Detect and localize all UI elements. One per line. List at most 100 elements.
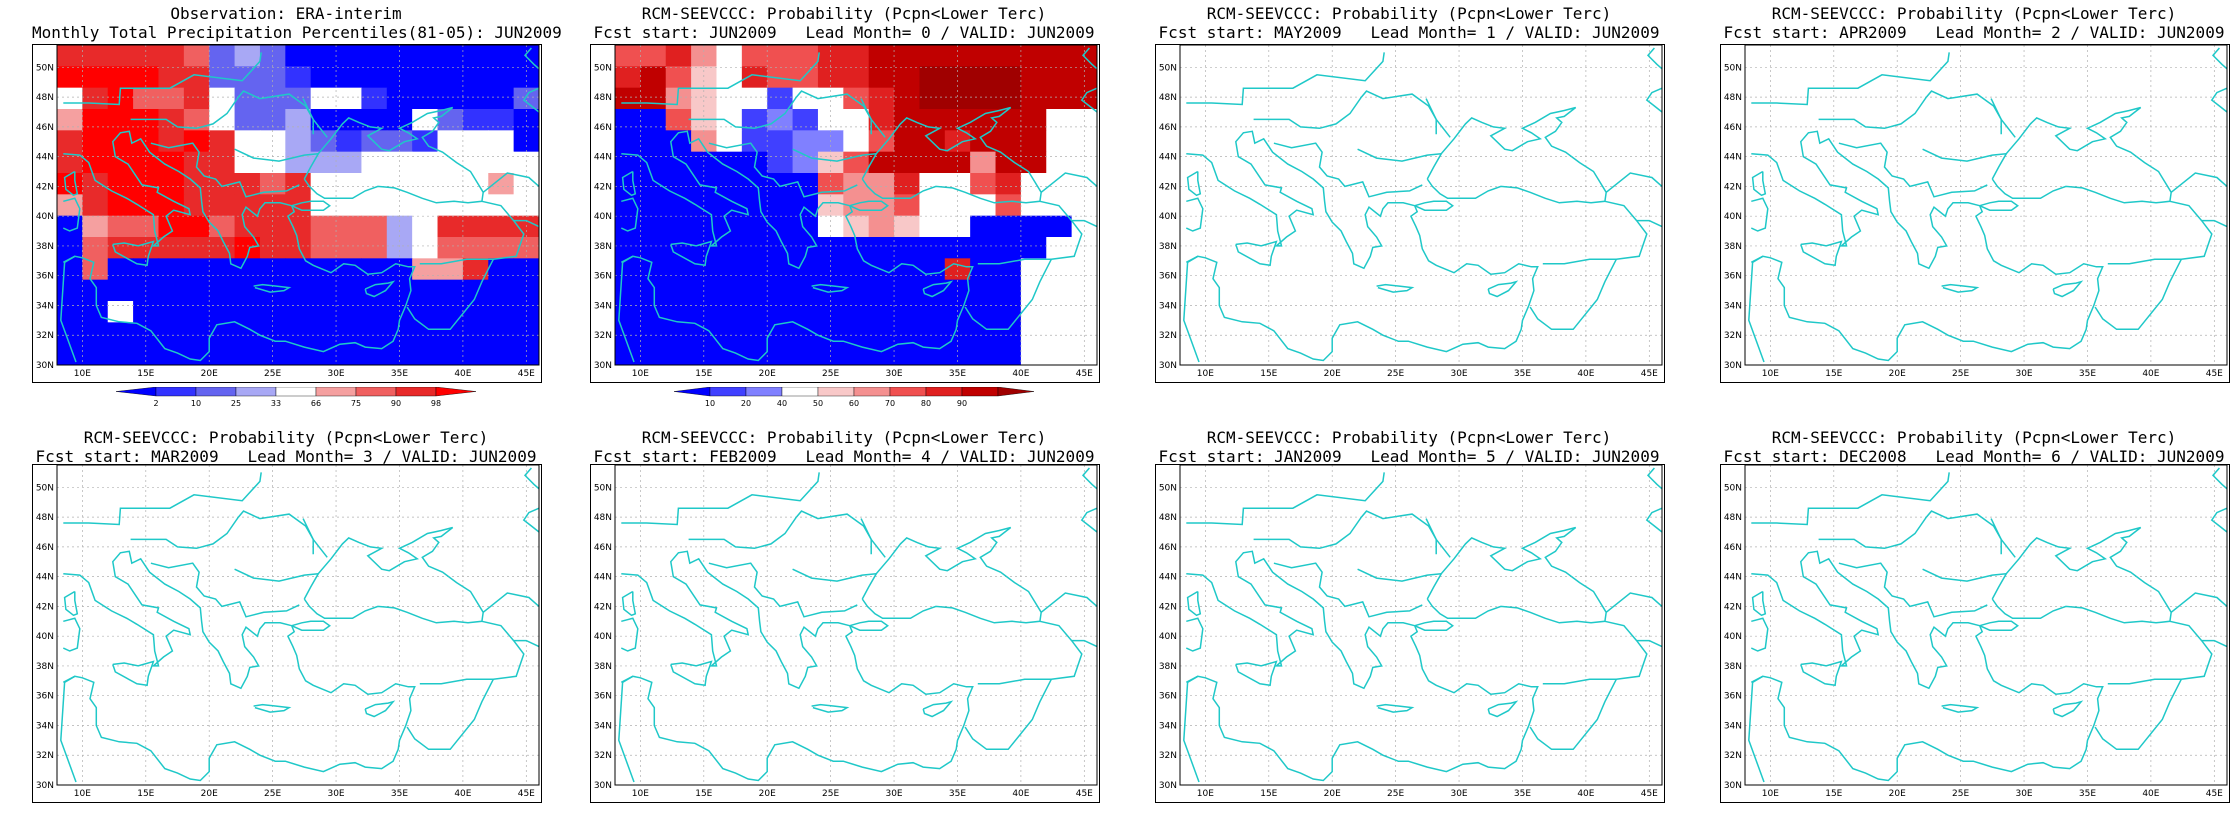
grid-cell (412, 66, 439, 89)
grid-cell (462, 151, 489, 174)
panel-title-line2: Fcst start: JAN2009 Lead Month= 5 / VALI… (1158, 447, 1660, 466)
grid-cell (412, 151, 439, 174)
grid-cell (158, 66, 185, 89)
grid-cell (843, 237, 870, 259)
grid-cell (640, 301, 667, 323)
grid-cell (970, 87, 997, 110)
grid-cell (868, 66, 895, 89)
grid-cell (1046, 151, 1073, 174)
coastline (112, 240, 155, 267)
grid-cell (1020, 194, 1047, 217)
colorbar-label: 40 (777, 399, 787, 408)
grid-cell (665, 151, 692, 174)
grid-cell (615, 173, 641, 195)
grid-cell (158, 301, 185, 323)
grid-cell (970, 279, 997, 302)
grid-cell (817, 173, 844, 195)
y-tick-label: 44N (1159, 573, 1177, 583)
panel-title: RCM-SEEVCCC: Probability (Pcpn<Lower Ter… (1720, 428, 2228, 466)
grid-cell (361, 237, 388, 259)
coastline (620, 617, 639, 652)
grid-cell (412, 343, 439, 366)
coastline (1040, 172, 1098, 193)
grid-cell (640, 258, 667, 281)
coastline (130, 510, 314, 555)
coastline (2107, 620, 2213, 685)
coastline (63, 590, 79, 617)
grid-cell (82, 301, 109, 323)
coastline (1080, 87, 1098, 113)
coastline (964, 678, 1052, 751)
map-frame: 10E 15E 20E 25E 30E 35E 40E 45E 30N 32N 34N 36N 38N 4… (1720, 44, 2230, 383)
y-tick-label: 40N (594, 212, 612, 222)
coastline (482, 172, 540, 193)
grid-cell (615, 66, 641, 89)
coastline (482, 592, 540, 613)
map-frame: 10E 15E 20E 25E 30E 35E 40E 45E 30N 32N 34N 36N 38N 4… (590, 44, 1100, 383)
grid-cell (767, 109, 794, 131)
coastline (1425, 98, 1451, 138)
grid-cell (310, 151, 337, 174)
grid-cell (361, 151, 388, 174)
grid-cell (209, 258, 236, 281)
panel-title: RCM-SEEVCCC: Probability (Pcpn<Lower Ter… (1720, 4, 2228, 42)
coastline (523, 47, 540, 70)
coastline (620, 130, 974, 362)
y-tick-label: 30N (1724, 781, 1742, 791)
grid-cell (285, 279, 312, 302)
coastline (1990, 518, 2016, 558)
grid-cell (792, 87, 819, 110)
grid-cell (741, 45, 768, 67)
grid-cell (462, 279, 489, 302)
plot-border (56, 465, 540, 786)
grid-cell (361, 322, 388, 345)
grid-cell (1020, 279, 1047, 302)
grid-cell (209, 130, 236, 153)
grid-cell (183, 322, 210, 345)
x-tick-label: 40E (1012, 789, 1029, 799)
grid-cell (234, 109, 261, 131)
coastline (922, 280, 954, 298)
grid-cell (57, 237, 83, 259)
grid-cell (412, 87, 439, 110)
x-tick-label: 25E (1952, 369, 1969, 379)
grid-cell (82, 279, 109, 302)
colorbar-label: 90 (391, 399, 401, 408)
coastline (670, 660, 713, 687)
x-tick-label: 10E (1762, 369, 1779, 379)
coastline (1751, 170, 1767, 197)
coastline (1991, 526, 2172, 624)
grid-cell (817, 66, 844, 89)
grid-cell (285, 130, 312, 153)
colorbar-swatch (275, 387, 317, 397)
coastline (1529, 678, 1617, 751)
y-tick-label: 48N (1159, 93, 1177, 103)
y-tick-label: 50N (36, 63, 54, 73)
coastline (1487, 280, 1519, 298)
grid-cell (183, 237, 210, 259)
grid-cell (462, 130, 489, 153)
coastline (63, 52, 262, 106)
grid-cell (894, 237, 920, 259)
x-tick-label: 30E (2015, 369, 2032, 379)
coastline (1425, 518, 1451, 558)
x-tick-label: 40E (2142, 789, 2159, 799)
y-tick-label: 46N (1724, 543, 1742, 553)
coastlines (1183, 47, 1663, 363)
coastline (2170, 592, 2228, 613)
grid-cell (234, 215, 261, 238)
grid-cell (209, 237, 236, 259)
colorbar-label: 70 (885, 399, 895, 408)
grid-cell (970, 258, 997, 281)
grid-cell (970, 301, 997, 323)
colorbar-swatch (315, 387, 357, 397)
y-tick-label: 48N (594, 93, 612, 103)
colorbar-swatch (195, 387, 237, 397)
grid-cell (107, 151, 134, 174)
y-tick-label: 44N (594, 153, 612, 163)
grid-cell (57, 215, 83, 238)
grid-cell (183, 343, 210, 366)
y-tick-label: 32N (594, 751, 612, 761)
grid-cell (970, 343, 997, 366)
x-tick-label: 10E (1762, 789, 1779, 799)
